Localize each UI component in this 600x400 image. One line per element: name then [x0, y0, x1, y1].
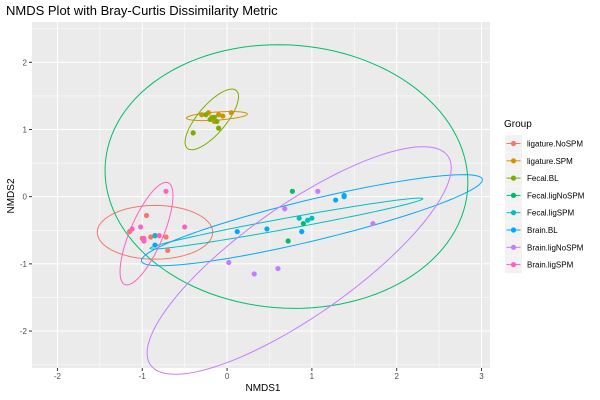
point-fecal-lignospm: [289, 188, 295, 194]
legend-key-point: [510, 227, 517, 233]
point-fecal-bl: [215, 125, 222, 131]
point-brain-lignospm: [370, 220, 376, 227]
point-layer: [126, 110, 376, 277]
legend-label: Fecal.BL: [527, 174, 559, 183]
y-tick-label: 2: [23, 58, 28, 67]
legend-label: Fecal.ligSPM: [527, 209, 574, 218]
point-brain-bl: [333, 197, 339, 203]
x-axis-title: NMDS1: [245, 383, 280, 394]
axes: -2 -1 0 1 2 3 -2 -1 0 1 2: [20, 58, 484, 381]
point-fecal-ligspm: [152, 233, 158, 239]
point-ligature-spm: [220, 113, 226, 119]
point-brain-ligspm: [141, 238, 147, 244]
point-fecal-bl: [211, 114, 217, 121]
point-fecal-ligspm: [305, 217, 311, 223]
ellipse-brain-ligspm: [119, 181, 174, 286]
y-tick-label: -2: [20, 327, 28, 336]
point-brain-ligspm: [129, 226, 135, 232]
plot-background: [32, 22, 490, 368]
point-ligature-spm: [215, 112, 222, 118]
ellipse-fecal-ligspm: [149, 197, 424, 250]
legend-label: ligature.SPM: [527, 157, 573, 166]
plot-panel: [32, 22, 490, 368]
point-fecal-bl: [190, 130, 196, 136]
chart-title: NMDS Plot with Bray-Curtis Dissimilarity…: [6, 3, 278, 18]
ellipse-fecal-lignospm: [104, 44, 469, 309]
legend: Group ligature.NoSPM ligature.SPM Fecal.BL…: [504, 119, 585, 274]
x-tick-label: -1: [139, 372, 147, 381]
point-brain-lignospm: [275, 265, 281, 272]
legend-label: Brain.ligNoSPM: [527, 243, 584, 252]
point-fecal-bl: [214, 118, 220, 125]
point-brain-ligspm: [182, 224, 188, 230]
x-tick-label: 0: [225, 372, 230, 381]
point-brain-lignospm: [251, 271, 257, 277]
y-tick-label: 1: [23, 125, 28, 134]
ellipse-ligature-nospm: [96, 204, 214, 260]
legend-label: ligature.NoSPM: [527, 140, 583, 149]
point-ligature-nospm: [163, 234, 169, 240]
ellipse-fecal-bl: [184, 88, 240, 151]
legend-label: Fecal.ligNoSPM: [527, 191, 585, 200]
ellipse-brain-bl: [140, 174, 483, 267]
legend-key-point: [510, 210, 517, 216]
point-brain-lignospm: [315, 188, 321, 194]
legend-label: Brain.ligSPM: [527, 261, 574, 270]
y-tick-label: -1: [20, 260, 28, 269]
grid-lines: [32, 22, 490, 368]
point-fecal-lignospm: [285, 238, 291, 244]
y-axis-title: NMDS2: [6, 178, 17, 213]
legend-key-point: [510, 158, 517, 164]
y-tick-label: 0: [23, 193, 28, 202]
point-fecal-ligspm: [296, 215, 302, 221]
point-brain-lignospm: [282, 206, 288, 212]
legend-key-point: [510, 244, 517, 250]
legend-label: Brain.BL: [527, 226, 558, 235]
ellipse-brain-lignospm: [146, 146, 452, 375]
point-brain-ligspm: [137, 224, 144, 230]
point-brain-bl: [234, 229, 240, 235]
legend-key-point: [510, 192, 517, 198]
point-brain-ligspm: [156, 233, 162, 239]
point-brain-bl: [299, 229, 305, 235]
point-brain-lignospm: [226, 259, 232, 266]
point-ligature-nospm: [143, 212, 150, 219]
point-fecal-bl: [207, 116, 213, 123]
legend-title: Group: [504, 119, 532, 130]
point-brain-bl: [341, 194, 347, 200]
point-ligature-spm: [228, 110, 234, 116]
point-ligature-nospm: [165, 247, 171, 254]
legend-key-point: [510, 140, 517, 147]
legend-key-point: [510, 262, 517, 268]
legend-key-point: [510, 175, 517, 181]
point-ligature-spm: [199, 112, 205, 118]
point-brain-bl: [152, 242, 158, 248]
point-brain-ligspm: [163, 188, 169, 194]
point-brain-bl: [264, 226, 270, 232]
x-tick-label: 2: [394, 372, 399, 381]
point-ligature-nospm: [148, 234, 154, 240]
point-fecal-lignospm: [300, 220, 307, 227]
point-fecal-ligspm: [309, 215, 315, 221]
x-tick-label: 3: [479, 372, 484, 381]
point-fecal-bl: [203, 112, 209, 118]
ellipse-layer: [96, 44, 483, 375]
x-tick-label: 1: [310, 372, 315, 381]
x-tick-label: -2: [54, 372, 62, 381]
